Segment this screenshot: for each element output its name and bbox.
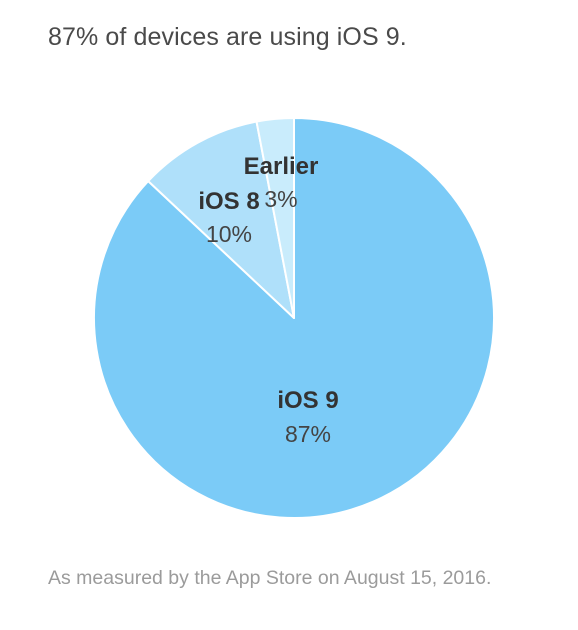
pie-slice-ios-9: [93, 117, 495, 519]
slice-name-earlier: Earlier: [244, 153, 319, 180]
slice-value-earlier: 3%: [264, 186, 297, 212]
slice-value-ios-9: 87%: [285, 421, 331, 447]
slice-value-ios-8: 10%: [206, 221, 252, 247]
pie-slice-ios-8: [147, 120, 295, 319]
chart-title: 87% of devices are using iOS 9.: [48, 23, 407, 51]
slice-name-ios-9: iOS 9: [277, 387, 338, 414]
slice-name-ios-8: iOS 8: [198, 188, 259, 215]
pie-slice-earlier: [255, 117, 295, 319]
footnote: As measured by the App Store on August 1…: [48, 567, 492, 589]
